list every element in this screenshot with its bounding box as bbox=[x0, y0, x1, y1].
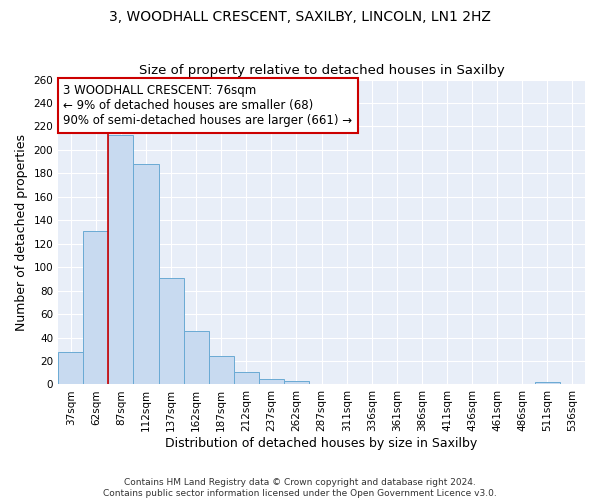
Bar bbox=[133, 164, 158, 384]
Bar bbox=[58, 352, 83, 384]
X-axis label: Distribution of detached houses by size in Saxilby: Distribution of detached houses by size … bbox=[166, 437, 478, 450]
Text: 3, WOODHALL CRESCENT, SAXILBY, LINCOLN, LN1 2HZ: 3, WOODHALL CRESCENT, SAXILBY, LINCOLN, … bbox=[109, 10, 491, 24]
Title: Size of property relative to detached houses in Saxilby: Size of property relative to detached ho… bbox=[139, 64, 505, 77]
Bar bbox=[184, 330, 209, 384]
Bar bbox=[234, 372, 259, 384]
Bar bbox=[109, 134, 133, 384]
Bar bbox=[535, 382, 560, 384]
Bar bbox=[83, 231, 109, 384]
Y-axis label: Number of detached properties: Number of detached properties bbox=[15, 134, 28, 330]
Bar bbox=[209, 356, 234, 384]
Bar bbox=[284, 381, 309, 384]
Bar bbox=[158, 278, 184, 384]
Text: 3 WOODHALL CRESCENT: 76sqm
← 9% of detached houses are smaller (68)
90% of semi-: 3 WOODHALL CRESCENT: 76sqm ← 9% of detac… bbox=[64, 84, 353, 127]
Bar bbox=[259, 378, 284, 384]
Text: Contains HM Land Registry data © Crown copyright and database right 2024.
Contai: Contains HM Land Registry data © Crown c… bbox=[103, 478, 497, 498]
